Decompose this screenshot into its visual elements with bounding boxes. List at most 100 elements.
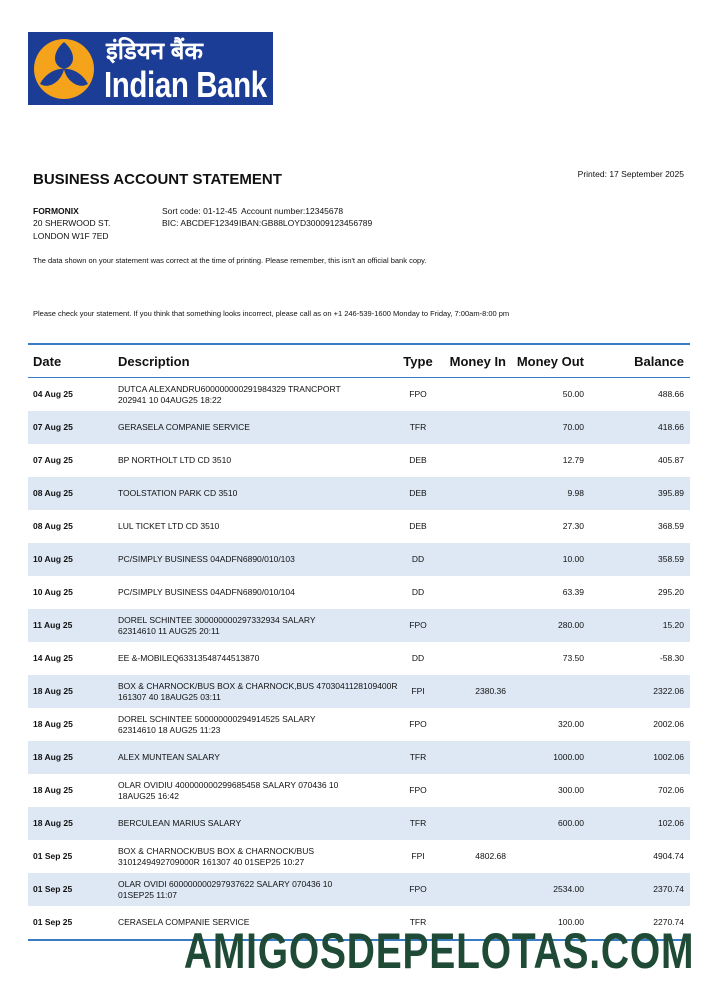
transaction-row: 07 Aug 25 GERASELA COMPANIE SERVICE TFR 70.…	[28, 411, 690, 444]
date: 01 Sep 25	[33, 917, 73, 927]
description: EE &-MOBILEQ63313548744513870	[118, 653, 260, 663]
transaction-row: 07 Aug 25 BP NORTHOLT LTD CD 3510 DEB 12.79…	[28, 444, 690, 477]
description: OLAR OVIDIU 400000000299685458 SALARY 07…	[118, 779, 339, 801]
notice: Please check your statement. If you thin…	[33, 309, 510, 318]
date: 07 Aug 25	[33, 422, 73, 432]
money-out: 10.00	[562, 554, 584, 564]
type: FPO	[409, 719, 427, 729]
logo-english: Indian Bank	[104, 64, 267, 105]
type: DEB	[409, 521, 427, 531]
column-header: Date	[33, 353, 62, 369]
date: 18 Aug 25	[33, 752, 73, 762]
bank-logo: इंडियन बैंक Indian Bank	[28, 32, 273, 105]
type: DD	[411, 587, 425, 597]
description: BOX & CHARNOCK/BUS BOX & CHARNOCK/BUS 31…	[118, 845, 315, 867]
type: DD	[411, 554, 425, 564]
description: BP NORTHOLT LTD CD 3510	[118, 455, 232, 465]
date: 04 Aug 25	[33, 389, 73, 399]
date: 10 Aug 25	[33, 587, 73, 597]
type: FPI	[411, 851, 425, 861]
logo-symbol	[34, 39, 94, 99]
description: DOREL SCHINTEE 300000000297332934 SALARY…	[118, 614, 316, 636]
money-out: 63.39	[562, 587, 584, 597]
money-out: 2534.00	[553, 884, 584, 894]
date: 01 Sep 25	[33, 851, 73, 861]
description: PC/SIMPLY BUSINESS 04ADFN6890/010/103	[118, 554, 295, 564]
balance: 488.66	[658, 389, 684, 399]
money-out: 70.00	[562, 422, 584, 432]
balance: 2322.06	[653, 686, 684, 696]
bic: BIC: ABCDEF12349	[162, 218, 239, 228]
watermark: AMIGOSDEPELOTAS.COM	[183, 923, 694, 979]
date: 08 Aug 25	[33, 521, 73, 531]
transaction-row: 18 Aug 25 OLAR OVIDIU 400000000299685458 …	[28, 774, 690, 807]
transaction-row: 18 Aug 25 BERCULEAN MARIUS SALARY TFR 600.0…	[28, 807, 690, 840]
description: OLAR OVIDI 600000000297937622 SALARY 070…	[118, 878, 333, 900]
type: FPO	[409, 884, 427, 894]
description: PC/SIMPLY BUSINESS 04ADFN6890/010/104	[118, 587, 295, 597]
money-out: 9.98	[567, 488, 584, 498]
transaction-row: 18 Aug 25 ALEX MUNTEAN SALARY TFR 1000.00 10…	[28, 741, 690, 774]
transaction-row: 14 Aug 25 EE &-MOBILEQ63313548744513870 DD…	[28, 642, 690, 675]
money-in: 2380.36	[475, 686, 506, 696]
type: FPO	[409, 389, 427, 399]
date: 01 Sep 25	[33, 884, 73, 894]
description: BOX & CHARNOCK/BUS BOX & CHARNOCK,BUS 47…	[118, 680, 398, 702]
column-header: Balance	[634, 353, 684, 369]
money-out: 600.00	[558, 818, 584, 828]
transaction-row: 08 Aug 25 TOOLSTATION PARK CD 3510 DEB 9.98…	[28, 477, 690, 510]
balance: 2002.06	[653, 719, 684, 729]
type: DEB	[409, 488, 427, 498]
description: BERCULEAN MARIUS SALARY	[118, 818, 242, 828]
type: TFR	[409, 752, 427, 762]
transaction-row: 11 Aug 25 DOREL SCHINTEE 3000000002973329…	[28, 609, 690, 642]
description: GERASELA COMPANIE SERVICE	[118, 422, 250, 432]
money-out: 1000.00	[553, 752, 584, 762]
money-out: 50.00	[562, 389, 584, 399]
balance: 4904.74	[653, 851, 684, 861]
balance: 295.20	[658, 587, 684, 597]
date: 18 Aug 25	[33, 818, 73, 828]
balance: 368.59	[658, 521, 684, 531]
transaction-row: 18 Aug 25 BOX & CHARNOCK/BUS BOX & CHARNO…	[28, 675, 690, 708]
transaction-row: 08 Aug 25 LUL TICKET LTD CD 3510 DEB 27.30 3…	[28, 510, 690, 543]
description: LUL TICKET LTD CD 3510	[118, 521, 220, 531]
money-out: 27.30	[562, 521, 584, 531]
date: 18 Aug 25	[33, 719, 73, 729]
balance: 418.66	[658, 422, 684, 432]
printed-date: Printed: 17 September 2025	[577, 169, 684, 179]
balance: 2370.74	[653, 884, 684, 894]
balance: 2270.74	[653, 917, 684, 927]
transaction-row: 10 Aug 25 PC/SIMPLY BUSINESS 04ADFN6890/0…	[28, 543, 690, 576]
balance: -58.30	[659, 653, 684, 663]
description: ALEX MUNTEAN SALARY	[118, 752, 220, 762]
column-header: Money In	[449, 353, 506, 369]
date: 08 Aug 25	[33, 488, 73, 498]
transaction-row: 10 Aug 25 PC/SIMPLY BUSINESS 04ADFN6890/0…	[28, 576, 690, 609]
money-out: 73.50	[562, 653, 584, 663]
sort-code: Sort code: 01-12-45	[162, 206, 238, 216]
address-line: 20 SHERWOOD ST.	[33, 218, 111, 228]
iban: IBAN:GB88LOYD30009123456789	[239, 218, 373, 228]
description: CERASELA COMPANIE SERVICE	[118, 917, 250, 927]
date: 18 Aug 25	[33, 785, 73, 795]
address-line: LONDON W1F 7ED	[33, 231, 109, 241]
statement-title: BUSINESS ACCOUNT STATEMENT	[33, 171, 282, 188]
balance: 1002.06	[653, 752, 684, 762]
description: TOOLSTATION PARK CD 3510	[118, 488, 238, 498]
balance: 405.87	[658, 455, 684, 465]
transactions-table: Date Description Type Money In Money Out Bala…	[28, 343, 690, 941]
customer-name: FORMONIX	[33, 206, 79, 216]
transaction-row: 18 Aug 25 DOREL SCHINTEE 5000000002949145…	[28, 708, 690, 741]
money-in: 4802.68	[475, 851, 506, 861]
type: FPO	[409, 620, 427, 630]
balance: 395.89	[658, 488, 684, 498]
balance: 102.06	[658, 818, 684, 828]
money-out: 300.00	[558, 785, 584, 795]
column-header: Type	[403, 353, 433, 369]
type: FPO	[409, 785, 427, 795]
account-number: Account number:12345678	[241, 206, 344, 216]
transaction-row: 04 Aug 25 DUTCA ALEXANDRU6000000002919843…	[28, 378, 690, 411]
description: DOREL SCHINTEE 500000000294914525 SALARY…	[118, 713, 316, 735]
